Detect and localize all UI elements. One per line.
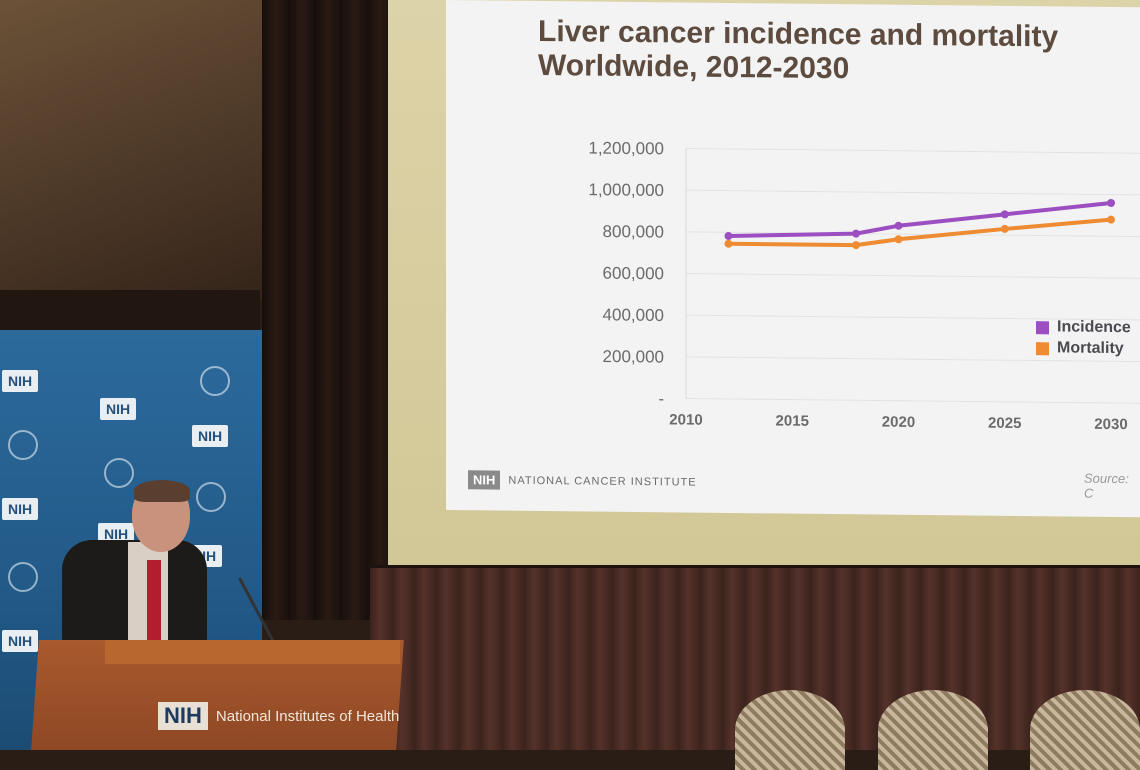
legend-label-incidence: Incidence [1057, 318, 1131, 337]
podium-nih-badge: NIH [158, 702, 208, 730]
legend-item-mortality: Mortality [1036, 339, 1131, 358]
x-tick-label: 2030 [1094, 416, 1127, 433]
mortality-point [852, 241, 860, 250]
slide-title: Liver cancer incidence and mortality Wor… [538, 15, 1058, 88]
hhs-seal-icon [8, 562, 38, 592]
slide-title-line2: Worldwide, 2012-2030 [538, 48, 850, 86]
backdrop-logo: NIH [98, 523, 135, 545]
incidence-point [852, 229, 860, 238]
mortality-point [1107, 215, 1115, 224]
hhs-seal-icon [196, 482, 226, 512]
mortality-point [1000, 224, 1009, 233]
x-tick-label: 2010 [669, 411, 702, 428]
podium-logo: NIH National Institutes of Health [158, 702, 399, 730]
mortality-point [724, 239, 733, 248]
incidence-point [894, 221, 903, 230]
audience-chair [878, 690, 988, 770]
backdrop-logo: NIH [2, 370, 39, 392]
nci-logo: NIH NATIONAL CANCER INSTITUTE [468, 470, 697, 491]
grid-line [686, 273, 1140, 279]
backdrop-logo: NIH [2, 630, 39, 652]
y-tick-label: 200,000 [603, 347, 664, 367]
hhs-seal-icon [200, 366, 230, 396]
grid-line [686, 314, 1140, 321]
y-tick-label: 800,000 [603, 222, 664, 242]
incidence-point [1000, 210, 1009, 219]
grid-line [686, 398, 1140, 404]
y-tick-label: 400,000 [603, 305, 664, 325]
backdrop-logo: NIH [192, 425, 229, 447]
grid-line [686, 356, 1140, 363]
grid-line [686, 189, 1140, 196]
mortality-swatch [1036, 341, 1049, 355]
podium-top [105, 640, 400, 664]
chart-legend: Incidence Mortality [1036, 318, 1131, 361]
incidence-point [724, 232, 733, 241]
nci-text: NATIONAL CANCER INSTITUTE [508, 474, 697, 489]
audience-chair [1030, 690, 1140, 770]
grid-line [686, 148, 1140, 154]
hhs-seal-icon [8, 430, 38, 460]
nih-badge: NIH [468, 470, 501, 490]
slide: Liver cancer incidence and mortality Wor… [446, 0, 1140, 518]
mortality-line [728, 217, 1112, 248]
backdrop-logo: NIH [2, 498, 39, 520]
x-tick-label: 2020 [882, 414, 915, 431]
legend-label-mortality: Mortality [1057, 339, 1124, 358]
audience-chair [735, 690, 845, 770]
speaker-hair [134, 480, 190, 502]
y-tick-label: 1,200,000 [588, 138, 664, 158]
wall-band [0, 290, 260, 330]
backdrop-logo: NIH [100, 398, 137, 420]
grid-line [686, 231, 1140, 238]
slide-title-line1: Liver cancer incidence and mortality [538, 14, 1059, 54]
y-tick-label: 1,000,000 [588, 180, 664, 200]
slide-source: Source: C [1084, 470, 1129, 501]
podium-text: National Institutes of Health [215, 707, 400, 725]
mortality-point [894, 235, 903, 244]
curtain [262, 0, 397, 620]
x-tick-label: 2015 [776, 412, 809, 429]
y-tick-label: 600,000 [603, 264, 664, 284]
y-tick-label: - [658, 389, 664, 408]
incidence-swatch [1036, 320, 1049, 334]
legend-item-incidence: Incidence [1036, 318, 1131, 337]
x-tick-label: 2025 [988, 415, 1021, 432]
hhs-seal-icon [104, 458, 134, 488]
line-chart: 1,200,000 1,000,000 800,000 600,000 400,000 2… [588, 138, 1140, 433]
incidence-point [1107, 198, 1115, 207]
